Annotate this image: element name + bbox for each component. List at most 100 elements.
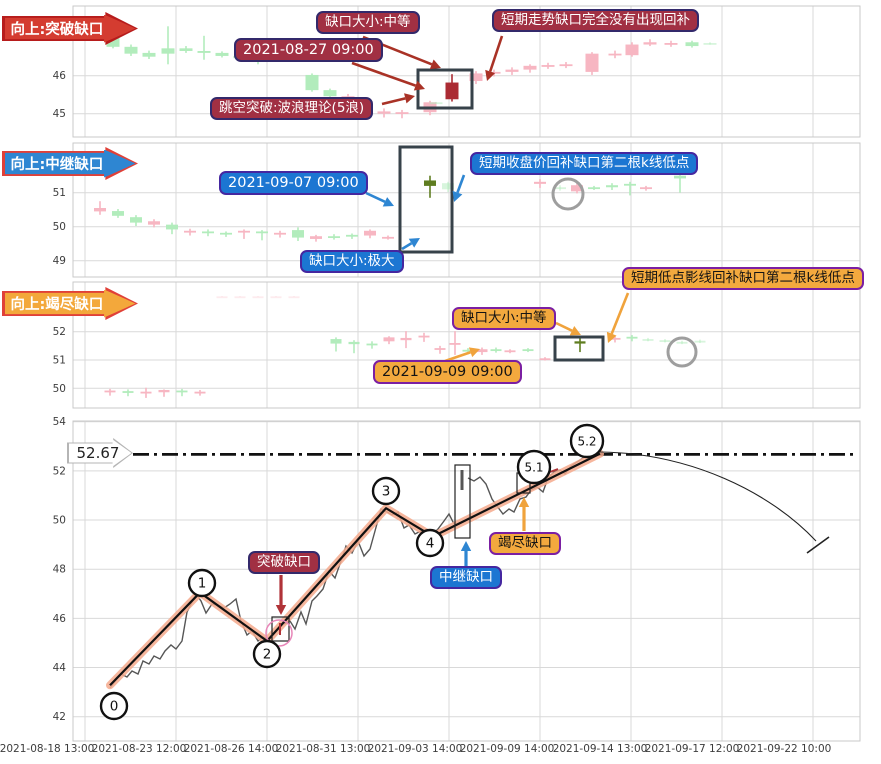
callout-no-fill-p1: 短期走势缺口完全没有出现回补 [492,9,699,32]
pointer-arrowhead [569,325,581,336]
candle-body [305,74,319,91]
candle-body [571,185,583,192]
projection-arc [599,451,817,542]
pointer-arrow [610,292,630,335]
candle-body [366,343,378,346]
candle-body [534,181,546,184]
candle-body [640,187,652,190]
callout-breakaway-wave-theory: 跳空突破:波浪理论(5浪) [210,97,374,120]
candle-body [559,64,573,67]
wave-label: 4 [426,536,435,552]
x-tick-label: 2021-08-18 13:00 [0,743,94,755]
candle-body [664,43,678,45]
candle-body [310,236,322,239]
panel2-title-arrow: 向上:中继缺口 [2,147,138,180]
candle-body [659,340,671,342]
candle-body [122,391,134,393]
y-tick-label: 46 [53,613,67,625]
y-tick-label: 51 [53,355,66,367]
fill-point-circle [551,177,585,211]
label-exhaustion-gap: 竭尽缺口 [489,532,561,555]
candle-body [445,82,459,100]
candle-body [469,73,483,82]
candle-body [642,339,654,341]
runaway-gap-candles [94,145,686,254]
panel1-title: 向上:突破缺口 [10,22,104,38]
y-tick-label: 42 [53,711,66,723]
panel-border [72,281,861,409]
y-tick-label: 50 [53,221,66,233]
wave-label: 5.1 [524,461,543,475]
candle-body [694,340,706,343]
panel3-title-arrow: 向上:竭尽缺口 [2,287,138,320]
candle-body [383,337,395,342]
price-line [109,592,273,689]
wave-line [109,452,601,687]
candle-body [148,221,160,225]
x-tick-label: 2021-09-17 12:00 [645,743,740,755]
y-tick-label: 52 [53,326,66,338]
y-tick-label: 52 [53,465,66,477]
candle-body [505,69,519,72]
candle-body [330,339,342,344]
candle-body [449,343,461,345]
candle-body [523,65,537,70]
exhaustion-gap-candles [104,292,706,398]
candle-body [234,296,246,299]
y-tick-label: 44 [53,662,67,674]
wave-panel: 0 1 2 3 4 5.1 5.2 [99,423,858,721]
y-tick-label: 46 [53,70,67,82]
gap-zone-rect [454,464,471,539]
price-level-value: 52.67 [76,444,120,462]
wave-label: 2 [263,647,272,663]
candle-body [382,236,394,239]
callout-shadow-fills-gap-p3: 短期低点影线回补缺口第二根k线低点 [622,267,864,290]
gap-dash-mark [549,468,559,473]
fill-point-circle [666,336,698,368]
label-runaway-gap: 中继缺口 [430,566,502,589]
candle-body [270,296,282,299]
gap-highlight-box [398,145,454,254]
candle-body [588,187,600,190]
gap-highlight-box [553,335,605,362]
wave-label-circle [252,639,282,669]
candle-body [220,232,232,235]
candle-body [490,349,502,352]
y-tick-label: 45 [53,108,66,120]
candle-body [158,389,170,393]
y-tick-label: 54 [53,416,67,428]
callout-gap-size-medium-p1: 缺口大小:中等 [316,11,420,34]
price-level-tag: 52.67 [67,438,133,468]
pointer-arrow [351,61,417,87]
candle-body [328,236,340,239]
pointer-arrowhead [413,80,425,91]
candle-body [292,230,304,238]
candle-body [161,48,175,54]
pointer-arrowhead [460,541,472,551]
candle-body [288,296,300,299]
candle-body [104,390,116,393]
candle-body [539,358,551,361]
candle-body [215,52,229,56]
panel-grid-2: 52 51 50 [53,281,861,409]
candle-body [429,102,443,105]
wave-label: 0 [110,699,119,715]
candle-body [674,175,686,179]
candle-body [176,390,188,393]
pointer-arrow [555,321,573,332]
pointer-arrow [401,242,413,251]
panel-grid-1: 51 50 49 [53,142,861,278]
gap-area-circle [265,619,293,647]
candle-body [609,337,621,340]
candle-body [166,224,178,230]
candle-body [554,187,566,190]
x-tick-label: 2021-09-14 13:00 [553,743,648,755]
candle-body [124,46,138,54]
pointer-arrowhead [275,605,287,615]
candle-body [377,111,391,114]
candle-body [476,349,488,353]
callout-gap-size-huge-p2: 缺口大小:极大 [300,250,404,273]
candle-body [462,349,474,352]
candle-body [112,211,124,216]
